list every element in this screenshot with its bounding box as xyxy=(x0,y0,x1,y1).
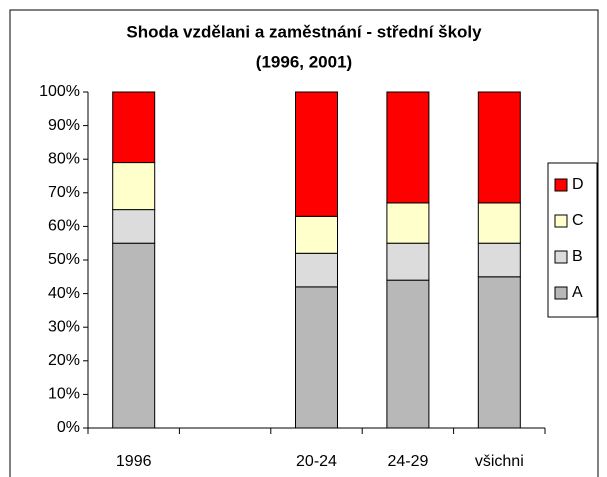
legend-swatch xyxy=(554,178,568,192)
y-tick-label: 30% xyxy=(48,318,80,335)
bar-segment xyxy=(295,252,338,288)
bar-segment xyxy=(112,91,156,164)
bar-segment xyxy=(477,242,521,278)
bar-segment xyxy=(386,202,430,244)
y-tick-label: 80% xyxy=(48,150,80,167)
y-tick-label: 20% xyxy=(48,352,80,369)
x-tick-label: všichni xyxy=(475,453,524,470)
bar-segment xyxy=(386,279,430,429)
bar-segment xyxy=(386,242,430,281)
y-tick-label: 70% xyxy=(48,184,80,201)
bar-segment xyxy=(386,91,430,204)
y-tick-label: 50% xyxy=(48,251,80,268)
bar-segment xyxy=(295,215,338,254)
legend-swatch xyxy=(554,286,568,300)
bar-segment xyxy=(112,162,156,211)
bar-segment xyxy=(112,242,156,429)
legend-swatch xyxy=(554,214,568,228)
x-tick-label: 24-29 xyxy=(387,453,428,470)
bar-segment xyxy=(295,286,338,429)
legend-label: A xyxy=(572,284,583,301)
y-tick-label: 40% xyxy=(48,285,80,302)
legend-label: C xyxy=(572,212,584,229)
y-tick-label: 10% xyxy=(48,386,80,403)
y-tick-label: 0% xyxy=(57,419,80,436)
bar-segment xyxy=(477,91,521,204)
y-tick-label: 60% xyxy=(48,218,80,235)
bar-segment xyxy=(295,91,338,217)
x-tick-label: 1996 xyxy=(116,453,152,470)
bar-segment xyxy=(477,276,521,429)
x-tick-label: 20-24 xyxy=(296,453,337,470)
legend-label: B xyxy=(572,248,583,265)
y-tick-label: 100% xyxy=(39,83,80,100)
bar-segment xyxy=(112,209,156,244)
y-tick-label: 90% xyxy=(48,117,80,134)
legend-label: D xyxy=(572,176,584,193)
legend-swatch xyxy=(554,250,568,264)
chart-title: (1996, 2001) xyxy=(256,52,352,71)
bar-segment xyxy=(477,202,521,244)
chart-title: Shoda vzdělani a zaměstnání - střední šk… xyxy=(126,22,482,41)
